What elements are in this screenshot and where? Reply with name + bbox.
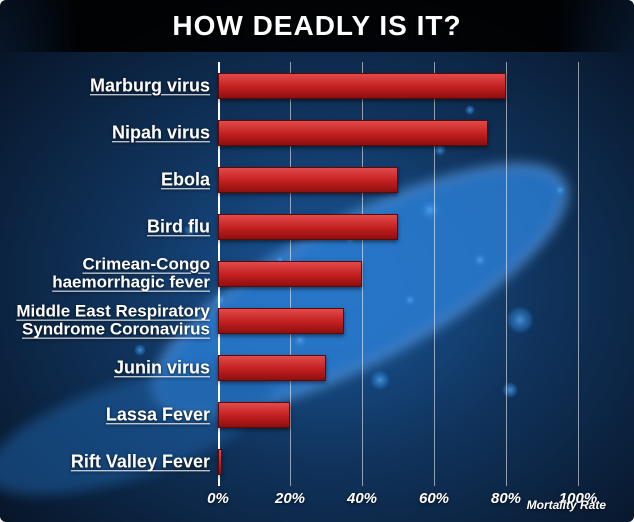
bar-label: Ebola [0,170,210,189]
bar [218,308,344,334]
bar [218,449,222,475]
chart-frame: HOW DEADLY IS IT? Marburg virus Nipah vir… [0,0,634,522]
x-tick-label: 40% [347,490,377,507]
bar [218,214,398,240]
x-axis-label: Mortality Rate [527,498,606,512]
plot-area: Marburg virus Nipah virus Ebola Bird flu Cri… [0,62,614,486]
x-tick-label: 0% [207,490,229,507]
x-tick-label: 20% [275,490,305,507]
x-tick-label: 80% [491,490,521,507]
bar-label: Crimean-Congo haemorrhagic fever [0,256,210,293]
bar-row: Crimean-Congo haemorrhagic fever [0,253,614,295]
bar [218,261,362,287]
bar-label: Junin virus [0,358,210,377]
chart-title: HOW DEADLY IS IT? [172,10,461,42]
bar-label: Rift Valley Fever [0,453,210,472]
bar-row: Junin virus [0,347,614,389]
bar [218,355,326,381]
bar [218,167,398,193]
bar-row: Nipah virus [0,112,614,154]
bar [218,402,290,428]
bar-row: Rift Valley Fever [0,441,614,483]
bar-row: Bird flu [0,206,614,248]
bar-label: Nipah virus [0,123,210,142]
title-bar: HOW DEADLY IS IT? [0,0,634,52]
bar-label: Middle East Respiratory Syndrome Coronav… [0,303,210,340]
bar-row: Lassa Fever [0,394,614,436]
bar-row: Marburg virus [0,65,614,107]
bar-label: Marburg virus [0,76,210,95]
bar-row: Ebola [0,159,614,201]
bar [218,120,488,146]
bar [218,73,506,99]
bar-row: Middle East Respiratory Syndrome Coronav… [0,300,614,342]
x-tick-label: 60% [419,490,449,507]
bar-rows: Marburg virus Nipah virus Ebola Bird flu Cri… [0,62,614,486]
bar-label: Bird flu [0,217,210,236]
bar-label: Lassa Fever [0,406,210,425]
